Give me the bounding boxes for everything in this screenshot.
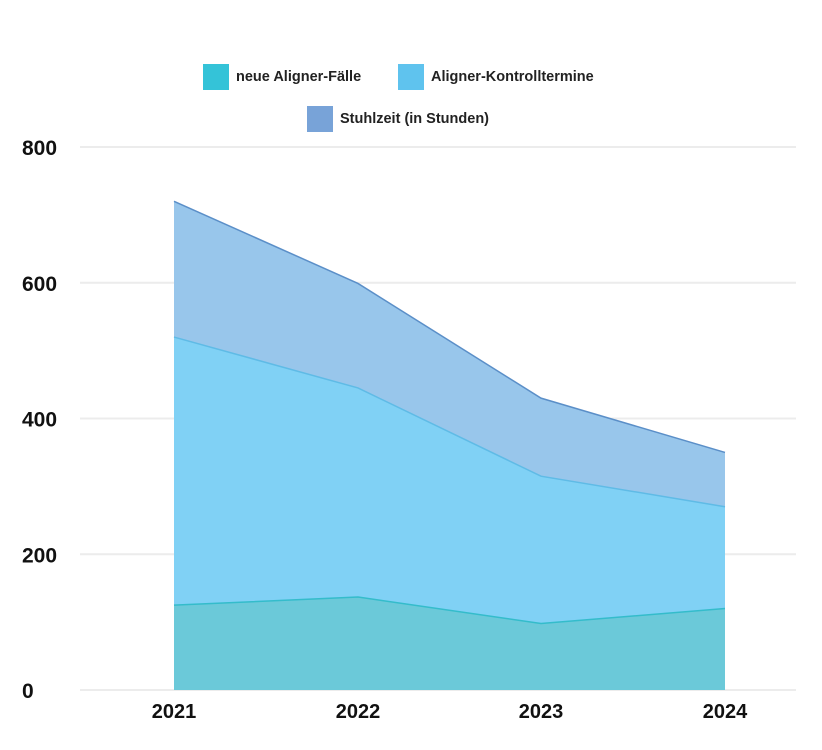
y-axis: 0 200 400 600 800	[22, 137, 57, 703]
area-series	[174, 201, 725, 690]
y-tick-label: 0	[22, 680, 34, 703]
series-line	[173, 200, 726, 454]
series-line	[173, 336, 726, 508]
legend-item-neue-aligner-faelle: neue Aligner-Fälle	[203, 64, 361, 90]
legend-label: neue Aligner-Fälle	[236, 69, 362, 85]
legend-item-aligner-kontrolltermine: Aligner-Kontrolltermine	[398, 64, 594, 90]
x-axis: 2021 2022 2023 2024	[152, 701, 748, 723]
y-tick-label: 400	[22, 409, 57, 432]
area-stuhlzeit	[174, 201, 725, 507]
legend-label: Stuhlzeit (in Stunden)	[340, 111, 490, 127]
legend-swatch	[203, 64, 229, 90]
y-tick-label: 600	[22, 273, 57, 296]
legend-label: Aligner-Kontrolltermine	[431, 69, 594, 85]
x-tick-label: 2023	[519, 701, 564, 723]
series-lines	[173, 200, 726, 625]
series-line	[173, 596, 726, 625]
x-tick-label: 2021	[152, 701, 197, 723]
y-tick-label: 200	[22, 544, 57, 567]
legend-swatch	[398, 64, 424, 90]
legend-swatch	[307, 106, 333, 132]
legend-item-stuhlzeit: Stuhlzeit (in Stunden)	[307, 106, 489, 132]
y-tick-label: 800	[22, 137, 57, 160]
x-tick-label: 2024	[703, 701, 748, 723]
area-aligner-kontrolltermine	[174, 337, 725, 624]
x-tick-label: 2022	[336, 701, 381, 723]
chart-legend: neue Aligner-Fälle Aligner-Kontrolltermi…	[0, 0, 822, 140]
